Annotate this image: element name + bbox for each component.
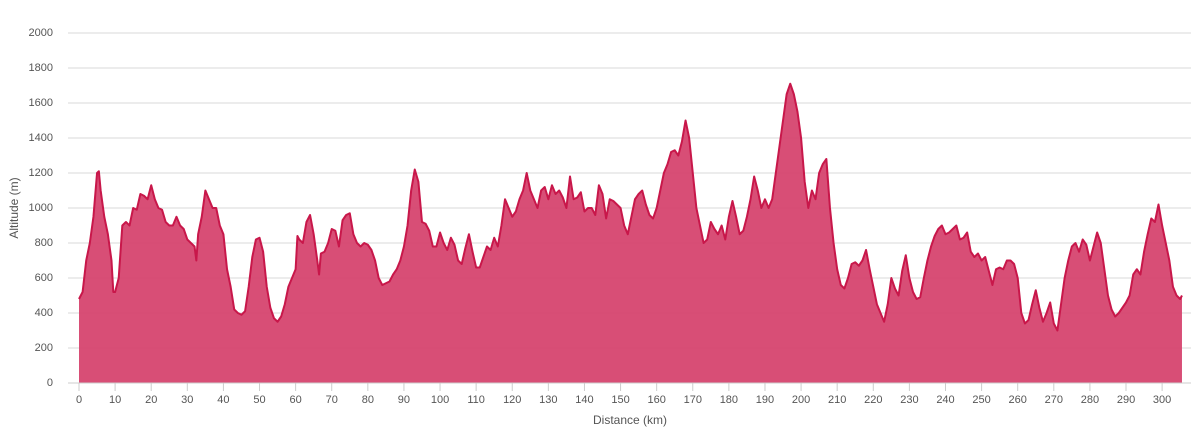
x-tick-label: 280 bbox=[1081, 394, 1099, 406]
y-tick-label: 2000 bbox=[29, 27, 53, 39]
x-tick-label: 130 bbox=[539, 394, 557, 406]
x-tick-label: 190 bbox=[756, 394, 774, 406]
y-tick-label: 1200 bbox=[29, 167, 53, 179]
x-tick-label: 0 bbox=[76, 394, 82, 406]
x-tick-label: 90 bbox=[398, 394, 410, 406]
y-tick-label: 800 bbox=[35, 237, 53, 249]
y-axis-title: Altitude (m) bbox=[7, 177, 21, 238]
x-tick-label: 290 bbox=[1117, 394, 1135, 406]
x-tick-label: 300 bbox=[1153, 394, 1171, 406]
x-tick-label: 200 bbox=[792, 394, 810, 406]
area bbox=[79, 83, 1182, 383]
x-tick-label: 170 bbox=[684, 394, 702, 406]
x-tick-label: 270 bbox=[1045, 394, 1063, 406]
y-tick-label: 600 bbox=[35, 272, 53, 284]
x-tick-label: 210 bbox=[828, 394, 846, 406]
x-tick-label: 250 bbox=[972, 394, 990, 406]
x-tick-label: 260 bbox=[1009, 394, 1027, 406]
x-tick-label: 150 bbox=[611, 394, 629, 406]
x-tick-label: 80 bbox=[362, 394, 374, 406]
y-tick-label: 1000 bbox=[29, 202, 53, 214]
x-tick-label: 160 bbox=[647, 394, 665, 406]
line bbox=[78, 82, 1183, 332]
y-tick-label: 1600 bbox=[29, 97, 53, 109]
x-tick-label: 140 bbox=[575, 394, 593, 406]
y-tick-label: 200 bbox=[35, 342, 53, 354]
x-tick-label: 100 bbox=[431, 394, 449, 406]
x-tick-label: 50 bbox=[253, 394, 265, 406]
x-tick-label: 70 bbox=[326, 394, 338, 406]
x-tick-label: 20 bbox=[145, 394, 157, 406]
x-tick-label: 240 bbox=[936, 394, 954, 406]
y-tick-label: 400 bbox=[35, 307, 53, 319]
x-tick-label: 220 bbox=[864, 394, 882, 406]
x-tick-label: 10 bbox=[109, 394, 121, 406]
x-tick-label: 60 bbox=[289, 394, 301, 406]
y-tick-label: 1800 bbox=[29, 62, 53, 74]
x-tick-label: 40 bbox=[217, 394, 229, 406]
x-tick-label: 110 bbox=[467, 394, 485, 406]
x-tick-label: 120 bbox=[503, 394, 521, 406]
x-tick-label: 180 bbox=[720, 394, 738, 406]
x-axis-title: Distance (km) bbox=[593, 413, 667, 427]
x-tick-label: 230 bbox=[900, 394, 918, 406]
y-tick-label: 1400 bbox=[29, 132, 53, 144]
x-tick-label: 30 bbox=[181, 394, 193, 406]
y-tick-label: 0 bbox=[47, 377, 53, 389]
